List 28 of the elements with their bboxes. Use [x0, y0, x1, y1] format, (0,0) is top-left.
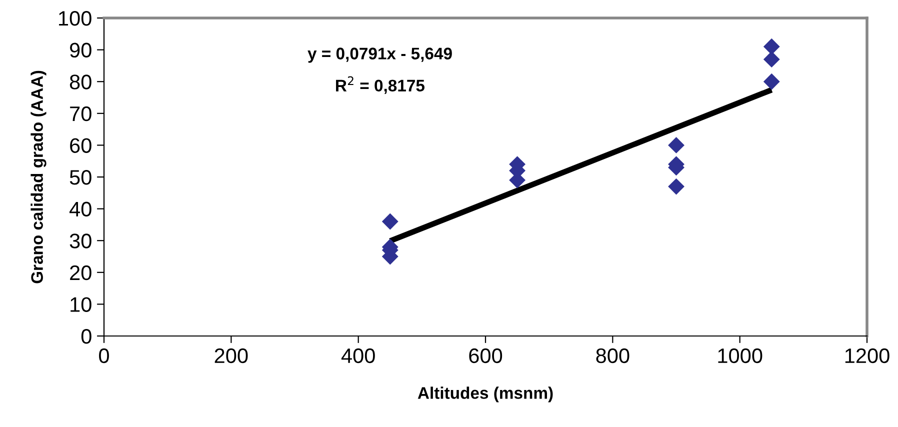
x-tick-label: 800 — [596, 348, 630, 364]
y-tick-label: 50 — [70, 170, 92, 185]
y-tick-label: 60 — [70, 138, 92, 153]
x-tick-label: 1200 — [845, 348, 890, 364]
point — [668, 178, 684, 195]
y-tick-label: 30 — [70, 234, 92, 248]
y-tick-label: 20 — [70, 265, 92, 280]
x-axis-title: Altitudes (msnm) — [418, 386, 553, 402]
point — [763, 38, 780, 55]
x-tick-label: 1000 — [718, 348, 762, 364]
y-tick-label: 70 — [70, 106, 92, 122]
point — [382, 213, 398, 230]
y-tick-label: 80 — [70, 74, 92, 90]
y-tick-label: 100 — [59, 11, 92, 26]
y-tick-label: 40 — [70, 202, 92, 217]
y-tick-label: 0 — [81, 329, 92, 344]
x-tick-label: 600 — [469, 348, 502, 364]
y-axis-title: Grano calidad grado (AAA) — [30, 70, 46, 284]
point — [668, 136, 684, 154]
x-tick-label: 200 — [214, 348, 248, 364]
x-tick-label: 400 — [341, 348, 375, 364]
point — [763, 51, 780, 68]
annotation: R$^{2}$ = 0,8175 — [336, 76, 424, 94]
x-tick-label: 0 — [99, 348, 109, 364]
y-tick-label: 10 — [70, 297, 92, 312]
annotation: y = 0,0791x - 5,649 — [308, 48, 452, 63]
point — [763, 73, 780, 90]
y-tick-label: 90 — [70, 42, 92, 58]
